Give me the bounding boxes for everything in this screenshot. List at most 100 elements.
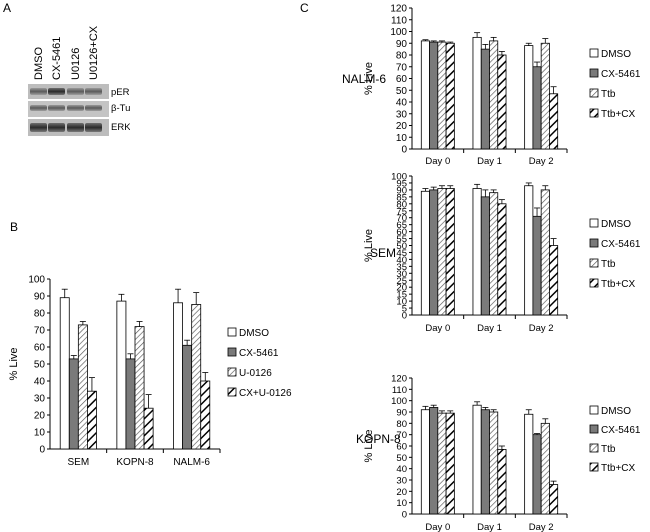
bar-dmso-day-2 [524,45,534,150]
bar-dmso-sem [59,297,70,450]
bar-u-0126-nalm-6 [191,304,202,450]
x-tick-label-day-1: Day 1 [477,156,502,167]
y-tick-label: 80 [34,309,46,320]
y-tick-label: 120 [390,4,407,15]
bar-dmso-kopn-8 [116,300,127,450]
x-tick-label-day-1: Day 1 [477,522,502,532]
blot-band-erk1-2-lane-1 [30,123,47,132]
blot-band-tubulin-lane-3 [67,105,84,111]
y-tick-label: 10 [396,297,407,308]
y-tick-label: 15 [396,290,407,301]
legend-swatch-dmso [589,218,599,228]
y-tick-label: 10 [34,428,46,439]
y-tick-label: 30 [396,476,407,487]
blot-band-perk1-2-lane-4 [85,88,102,95]
bar-ttb-cx-day-0 [445,42,455,150]
y-axis: 0 10 20 30 40 50 60 70 80 90 100 [28,275,51,456]
y-axis-label: % Live [363,229,375,262]
bar-ttb-day-2 [540,189,550,316]
legend-swatch-cx-u-0126 [227,387,237,397]
x-tick-label-kopn-8: KOPN-8 [116,457,154,468]
legend-label-cx-5461: CX-5461 [239,348,279,359]
blot-lane-label-cx-5461: CX-5461 [51,37,63,80]
blot-band-labels: pERK1/2 β-Tubulin ERK1/2 [111,87,130,133]
legend: DMSO CX-5461 U-0126 CX+U-0126 [227,327,292,399]
bar-cx-5461-day-2 [532,434,542,515]
y-tick-label: 20 [396,121,408,132]
legend-swatch-cx-5461 [589,238,599,248]
y-tick-label: 10 [396,133,408,144]
blot-band-label-perk1-2: pERK1/2 [111,87,130,98]
legend: DMSO CX-5461 Ttb Ttb+CX [589,405,641,474]
bars [420,401,559,515]
blot-band-tubulin-lane-1 [30,105,47,111]
bar-ttb-day-1 [489,411,499,515]
y-tick-label: 5 [402,304,407,315]
bar-u-0126-kopn-8 [134,326,145,450]
y-tick-label: 10 [396,498,407,509]
x-tick-label-nalm-6: NALM-6 [173,457,210,468]
y-tick-label: 35 [396,262,407,273]
y-axis: 0510152025303540455055606570758085909510… [391,172,413,322]
y-tick-label: 50 [34,360,46,371]
bar-dmso-day-0 [420,409,430,515]
y-tick-label: 20 [34,411,46,422]
chart-panel-c-sem: 0510152025303540455055606570758085909510… [363,172,641,335]
y-tick-label: 110 [391,15,407,26]
y-tick-label: 90 [396,39,408,50]
legend-label-ttb: Ttb [601,444,616,455]
y-tick-label: 50 [396,453,407,464]
y-tick-label: 65 [396,220,407,231]
legend-label-ttb: Ttb [601,259,616,270]
bar-ttb-day-0 [437,412,447,515]
bar-dmso-day-0 [420,40,430,150]
bar-ttb-cx-day-2 [549,484,559,515]
y-tick-label: 80 [396,51,408,62]
bar-dmso-day-2 [524,185,534,316]
chart-panel-b: 0 10 20 30 40 50 60 70 80 90 100 % Live SEM KOPN-8 NAL… [8,275,292,469]
chart-title: KOPN-8 [356,432,401,446]
bar-ttb-day-2 [540,422,550,515]
bar-ttb-day-2 [540,42,550,150]
blot-lane-labels: DMSO CX-5461 U0126 U0126+CX [33,25,100,80]
bar-ttb-day-0 [437,41,447,150]
legend-label-cx-5461: CX-5461 [601,69,641,80]
bar-cx-5461-day-2 [532,66,542,150]
y-tick-label: 75 [396,206,407,217]
legend-swatch-ttb [589,88,599,98]
y-tick-label: 110 [392,385,407,396]
blot-band-perk1-2-lane-1 [30,88,47,95]
legend-label-cx-5461: CX-5461 [601,425,641,436]
y-axis-label: % Live [363,429,375,462]
blot-band-perk1-2-lane-2 [48,88,65,95]
x-tick-label-sem: SEM [67,457,89,468]
legend-label-dmso: DMSO [239,328,269,339]
y-tick-label: 30 [34,394,46,405]
y-tick-label: 50 [396,241,407,252]
y-tick-label: 0 [402,311,407,322]
bar-dmso-day-0 [420,190,430,316]
bar-ttb-cx-day-1 [497,203,507,316]
blot-band-tubulin-lane-2 [48,105,65,111]
bar-cx-u-0126-nalm-6 [200,380,211,450]
legend-label-ttb: Ttb [601,89,616,100]
y-tick-label: 100 [391,172,407,183]
y-tick-label: 100 [390,27,407,38]
panel-label-a: A [3,1,12,15]
y-tick-label: 70 [396,213,407,224]
legend-swatch-cx-5461 [589,68,599,78]
y-tick-label: 100 [391,396,407,407]
bar-cx-u-0126-kopn-8 [143,407,154,450]
chart-title: SEM [370,246,396,260]
legend-label-u-0126: U-0126 [239,368,272,379]
blot-band-label-erk1-2: ERK1/2 [111,122,130,133]
y-tick-label: 25 [396,276,407,287]
bars [420,32,559,150]
y-tick-label: 40 [396,255,407,266]
legend-label-dmso: DMSO [601,406,631,417]
blot-band-label-tubulin: β-Tubulin [111,103,130,114]
blot-band-erk1-2-lane-2 [48,123,65,132]
bar-ttb-day-1 [489,192,499,316]
